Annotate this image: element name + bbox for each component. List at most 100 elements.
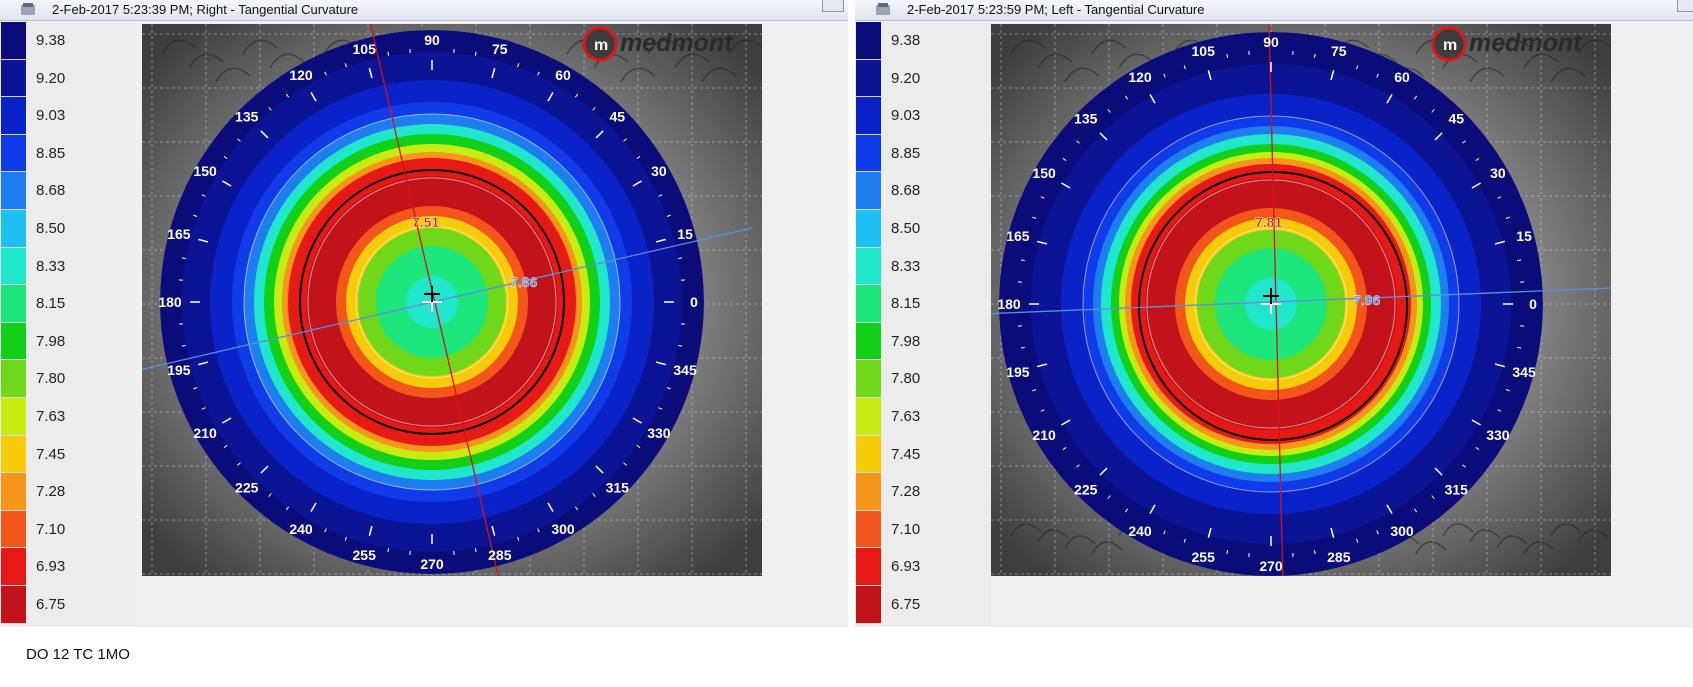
- legend-value: 7.45: [891, 445, 921, 463]
- angle-label: 135: [235, 109, 259, 125]
- angle-label: 285: [488, 547, 512, 563]
- angle-label: 225: [1074, 481, 1098, 497]
- legend-row: 7.28: [0, 473, 136, 511]
- legend-row: 7.10: [855, 510, 991, 549]
- legend-swatch: [856, 548, 881, 586]
- legend-swatch: [856, 134, 881, 173]
- legend-row: 6.93: [0, 548, 136, 586]
- legend-value: 9.03: [891, 107, 921, 125]
- legend-row: 6.75: [855, 586, 991, 624]
- legend-value: 6.93: [36, 558, 66, 576]
- legend-row: 7.45: [0, 435, 136, 474]
- legend-swatch: [856, 172, 881, 210]
- legend-row: 8.50: [855, 210, 991, 248]
- legend-swatch: [1, 285, 26, 323]
- legend-value: 7.28: [891, 483, 921, 501]
- angle-label: 240: [289, 521, 313, 537]
- legend-value: 7.28: [36, 483, 66, 501]
- angle-label: 135: [1074, 111, 1098, 127]
- legend-row: 8.15: [0, 285, 136, 323]
- legend-row: 7.80: [855, 360, 991, 398]
- legend-value: 6.75: [36, 596, 66, 613]
- legend-swatch: [1, 210, 26, 248]
- left-eye-panel: 2-Feb-2017 5:23:59 PM; Left - Tangential…: [855, 0, 1693, 627]
- legend-row: 8.68: [855, 172, 991, 210]
- meridian-curvature-reading: 7.96: [1353, 292, 1380, 308]
- legend-row: 7.98: [0, 322, 136, 361]
- footer-note: DO 12 TC 1MO: [26, 646, 130, 663]
- logo-text: medmont: [1469, 29, 1583, 57]
- legend-value: 9.20: [36, 69, 66, 87]
- legend-row: 9.38: [855, 22, 991, 60]
- angle-label: 45: [609, 109, 625, 125]
- legend-swatch: [1, 322, 26, 361]
- legend-value: 9.38: [891, 32, 921, 49]
- angle-label: 240: [1128, 523, 1152, 539]
- legend-swatch: [1, 473, 26, 511]
- legend-value: 9.38: [36, 32, 66, 49]
- angle-label: 255: [353, 547, 377, 563]
- color-scale-legend: 9.38 9.20 9.03 8.85 8.68 8.50 8.33 8.15 7.98 7.80…: [855, 22, 991, 626]
- legend-swatch: [856, 22, 881, 60]
- legend-value: 7.10: [36, 520, 66, 538]
- legend-row: 7.98: [855, 322, 991, 361]
- angle-label: 105: [1192, 43, 1216, 59]
- legend-row: 8.68: [0, 172, 136, 210]
- legend-value: 7.63: [891, 408, 921, 425]
- legend-row: 8.33: [0, 247, 136, 286]
- angle-label: 0: [690, 294, 698, 310]
- angle-label: 345: [1512, 364, 1536, 380]
- map-window-icon: [876, 3, 890, 15]
- angle-label: 345: [673, 362, 697, 378]
- legend-value: 8.33: [891, 257, 921, 275]
- legend-value: 8.15: [891, 295, 921, 313]
- angle-label: 300: [1390, 523, 1414, 539]
- legend-row: 7.63: [855, 398, 991, 436]
- legend-value: 8.85: [891, 144, 921, 162]
- legend-row: 9.20: [855, 59, 991, 98]
- legend-swatch: [1, 22, 26, 60]
- legend-swatch: [1, 435, 26, 474]
- legend-row: 7.10: [0, 510, 136, 549]
- legend-row: 8.33: [855, 247, 991, 286]
- angle-label: 105: [353, 41, 377, 57]
- medmont-logo: m medmont: [1431, 26, 1583, 62]
- angle-label: 255: [1192, 549, 1216, 565]
- angle-label: 285: [1327, 549, 1351, 565]
- legend-value: 7.80: [36, 370, 66, 388]
- legend-row: 9.20: [0, 59, 136, 98]
- legend-value: 9.03: [36, 107, 66, 125]
- legend-value: 8.33: [36, 257, 66, 275]
- legend-swatch: [1, 586, 26, 624]
- window-restore-button[interactable]: [822, 0, 844, 12]
- angle-label: 300: [551, 521, 575, 537]
- angle-label: 75: [492, 41, 508, 57]
- medmont-logo: m medmont: [582, 26, 734, 62]
- angle-label: 30: [1490, 165, 1506, 181]
- angle-label: 315: [1445, 481, 1469, 497]
- window-title: 2-Feb-2017 5:23:39 PM; Right - Tangentia…: [52, 2, 359, 17]
- angle-label: 90: [1263, 34, 1279, 50]
- legend-row: 8.50: [0, 210, 136, 248]
- angle-label: 165: [167, 226, 191, 242]
- legend-value: 7.80: [891, 370, 921, 388]
- legend-value: 8.50: [36, 220, 66, 237]
- angle-label: 330: [647, 425, 671, 441]
- svg-text:m: m: [594, 37, 608, 54]
- curvature-map: 90 75 60 45 30 15 0 345 330 315 300 285 270 255 240 225…: [142, 24, 762, 576]
- angle-label: 210: [193, 425, 217, 441]
- legend-value: 7.10: [891, 520, 921, 538]
- legend-swatch: [1, 59, 26, 98]
- color-scale-legend: 9.38 9.20 9.03 8.85 8.68 8.50 8.33 8.15 7.98 7.80…: [0, 22, 136, 626]
- legend-swatch: [1, 247, 26, 286]
- legend-swatch: [856, 210, 881, 248]
- angle-scale: 9075604530150345330315300285270255240225…: [158, 32, 698, 572]
- legend-row: 9.03: [855, 97, 991, 135]
- angle-label: 330: [1486, 427, 1510, 443]
- angle-label: 180: [997, 296, 1021, 312]
- legend-row: 6.93: [855, 548, 991, 586]
- legend-swatch: [1, 97, 26, 135]
- legend-swatch: [856, 586, 881, 624]
- window-restore-button[interactable]: [1677, 0, 1693, 12]
- angle-label: 225: [235, 479, 259, 495]
